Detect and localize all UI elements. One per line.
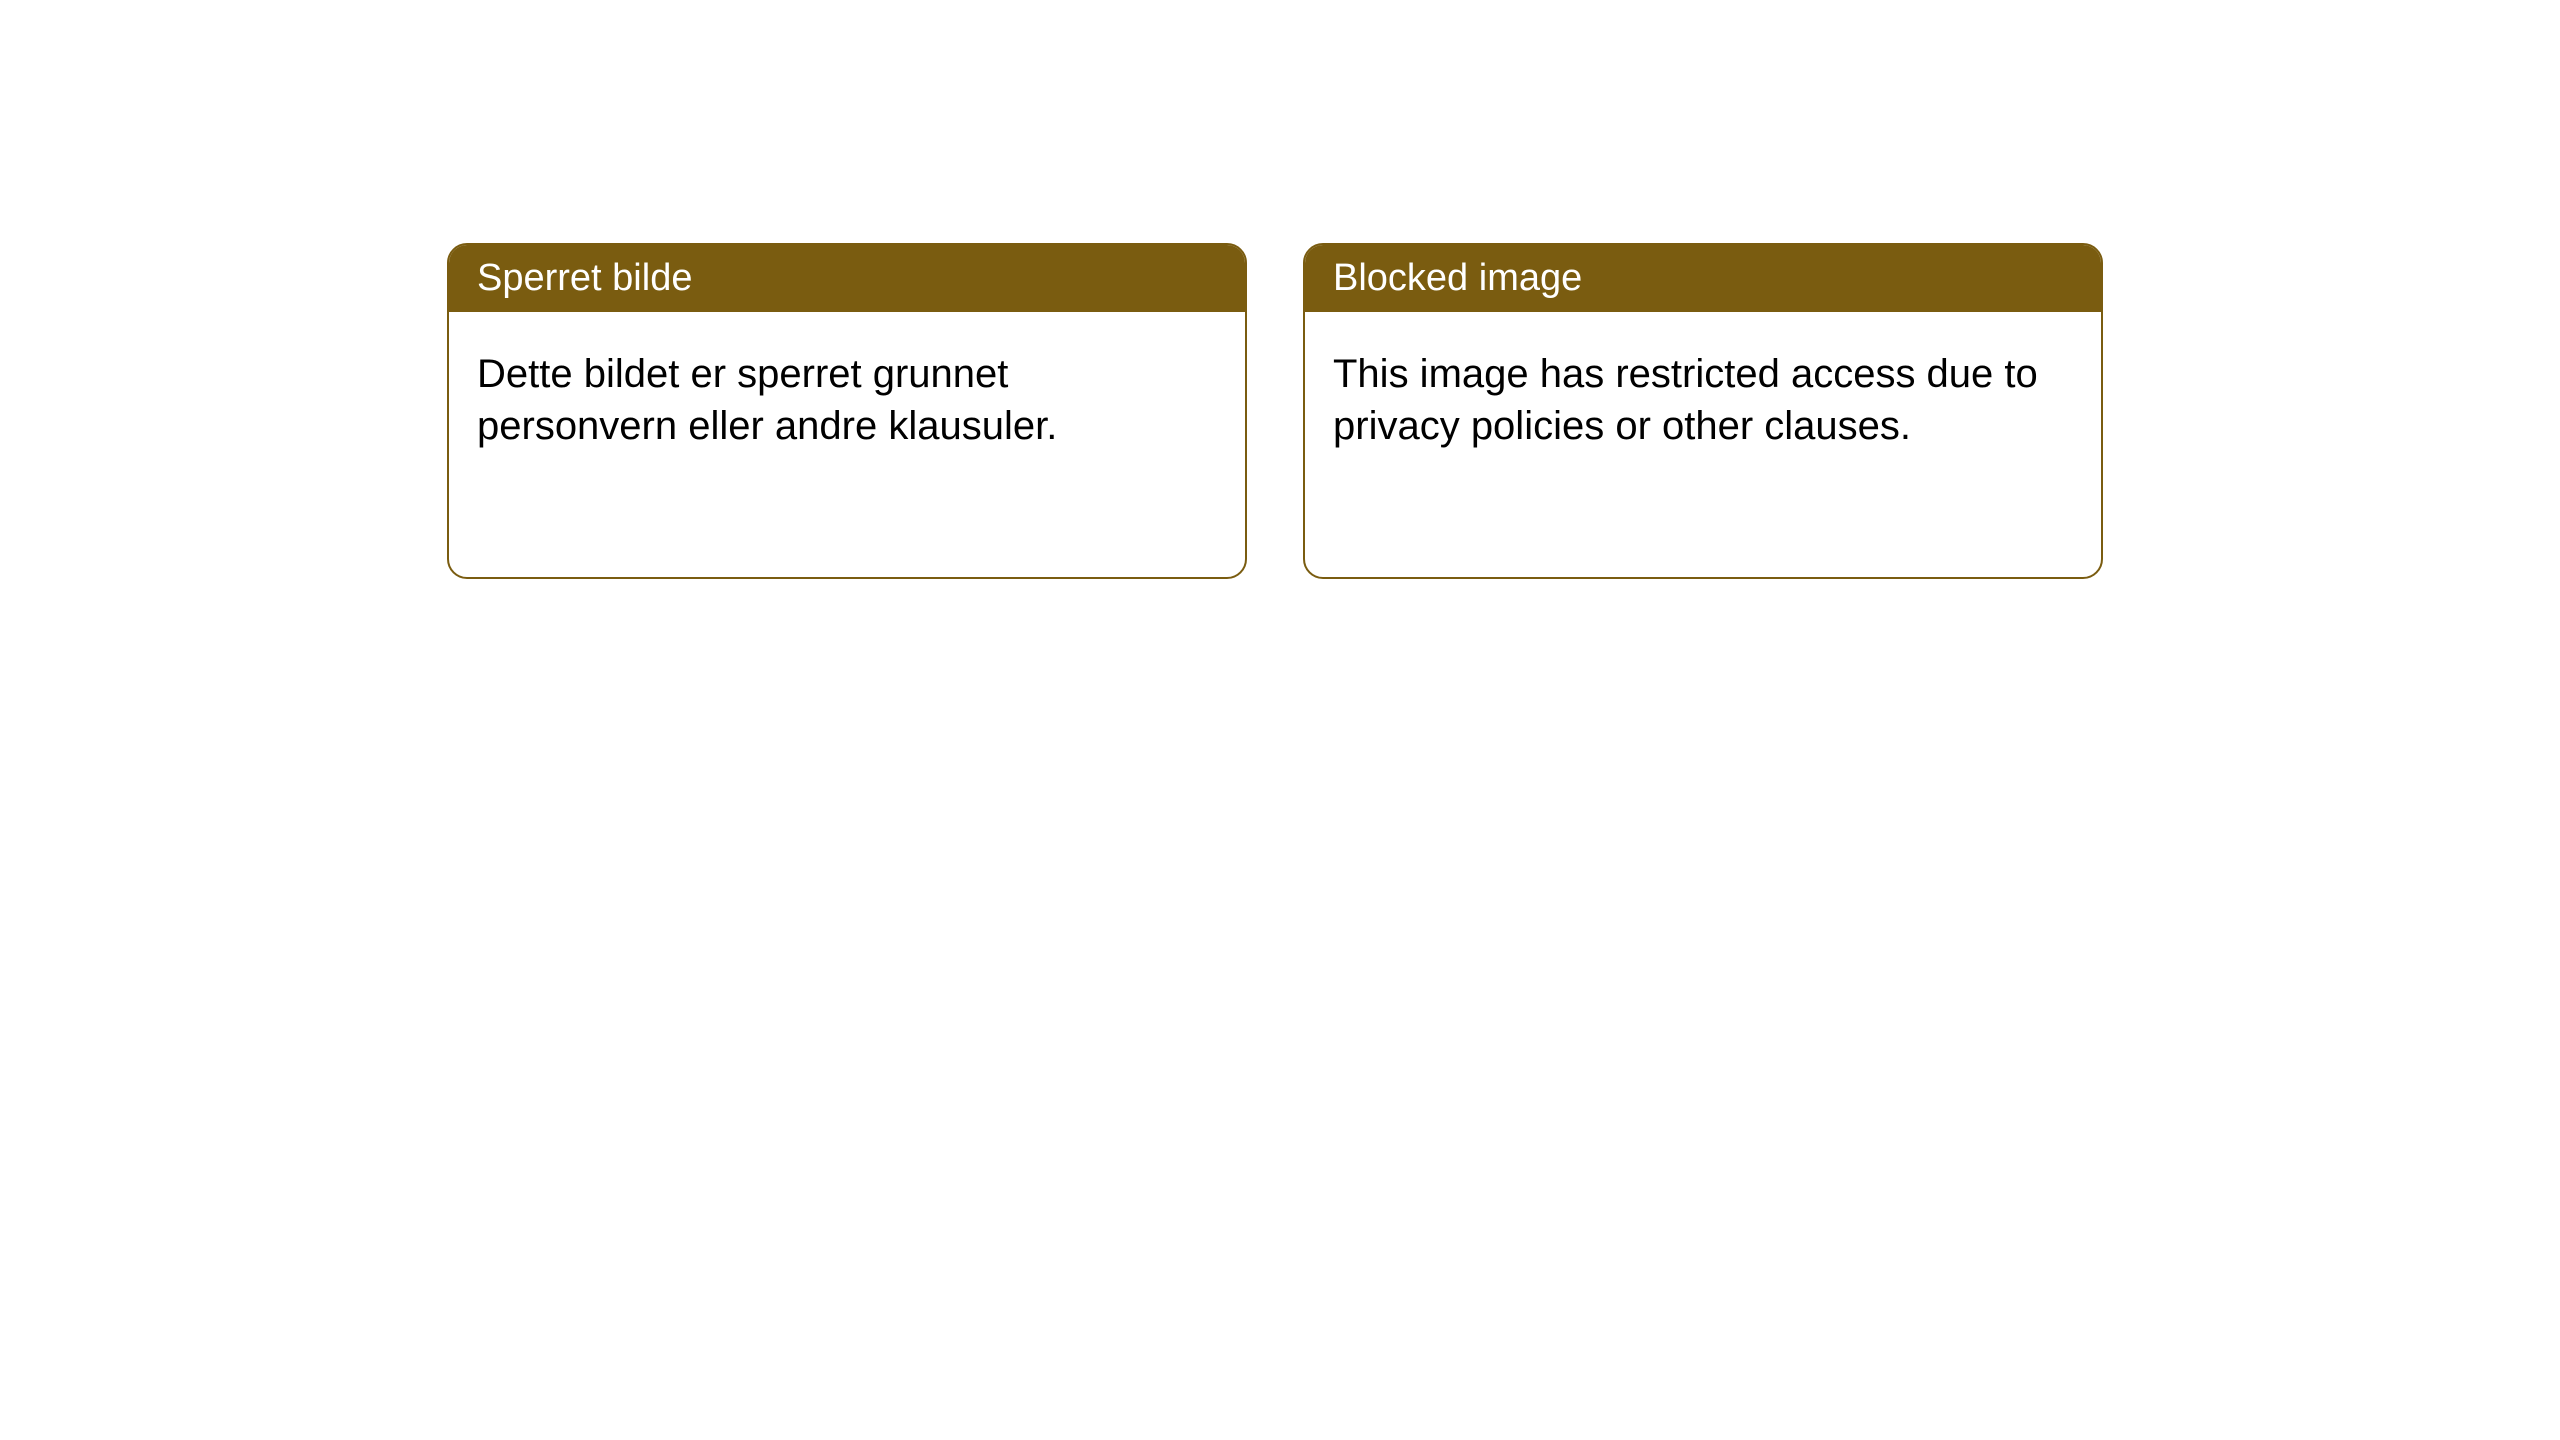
card-body-text: Dette bildet er sperret grunnet personve…	[477, 352, 1057, 448]
card-body: This image has restricted access due to …	[1305, 312, 2101, 488]
card-header: Blocked image	[1305, 245, 2101, 312]
card-title: Blocked image	[1333, 257, 1582, 299]
notice-card-norwegian: Sperret bilde Dette bildet er sperret gr…	[447, 243, 1247, 579]
card-title: Sperret bilde	[477, 257, 692, 299]
card-header: Sperret bilde	[449, 245, 1245, 312]
notice-cards-container: Sperret bilde Dette bildet er sperret gr…	[447, 243, 2103, 579]
notice-card-english: Blocked image This image has restricted …	[1303, 243, 2103, 579]
card-body: Dette bildet er sperret grunnet personve…	[449, 312, 1245, 488]
card-body-text: This image has restricted access due to …	[1333, 352, 2038, 448]
